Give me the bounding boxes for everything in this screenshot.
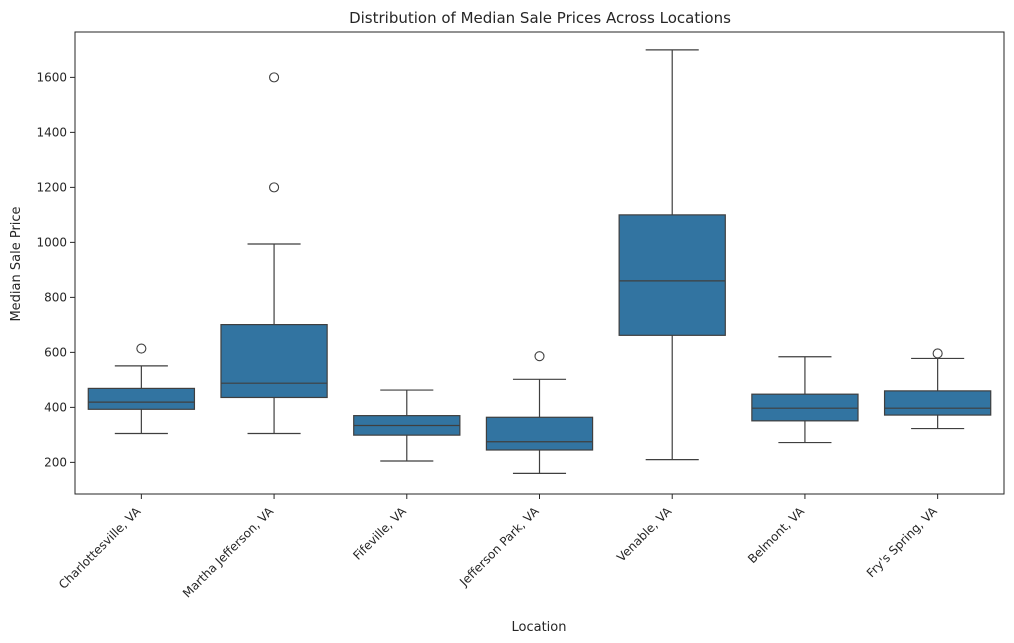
plot-area: 200 400 600 800 1000 1200 1400 1600 Charlottesvi… bbox=[36, 49, 992, 601]
y-tick-label: 1200 bbox=[36, 180, 67, 194]
x-tick-label: Fifeville, VA bbox=[350, 504, 409, 563]
x-axis-title: Location bbox=[512, 620, 567, 635]
outlier-point bbox=[136, 343, 147, 354]
outlier-point bbox=[269, 182, 280, 193]
box bbox=[220, 324, 328, 399]
x-tick-label: Jefferson Park, VA bbox=[456, 504, 542, 590]
y-tick-label: 800 bbox=[44, 290, 67, 304]
x-tick-label: Martha Jefferson, VA bbox=[180, 504, 277, 601]
y-tick-label: 600 bbox=[44, 345, 67, 359]
box bbox=[751, 393, 859, 422]
outlier-point bbox=[269, 72, 280, 83]
x-tick-label: Belmont, VA bbox=[745, 504, 807, 566]
y-tick-label: 1400 bbox=[36, 125, 67, 139]
box bbox=[883, 390, 992, 416]
box bbox=[618, 214, 726, 336]
y-tick-label: 1600 bbox=[36, 70, 67, 84]
y-axis-title: Median Sale Price bbox=[9, 206, 24, 321]
plot-frame bbox=[74, 31, 1005, 495]
x-tick-label: Charlottesville, VA bbox=[56, 504, 144, 592]
x-tick-label: Venable, VA bbox=[614, 504, 675, 565]
y-tick-label: 1000 bbox=[36, 235, 67, 249]
y-tick-label: 200 bbox=[44, 455, 67, 469]
box bbox=[87, 387, 196, 410]
y-tick-label: 400 bbox=[44, 400, 67, 414]
outlier-point bbox=[932, 348, 943, 359]
x-tick-label: Fry's Spring, VA bbox=[864, 504, 941, 581]
outlier-point bbox=[534, 351, 545, 362]
chart-title: Distribution of Median Sale Prices Acros… bbox=[349, 9, 731, 27]
box bbox=[485, 416, 594, 451]
